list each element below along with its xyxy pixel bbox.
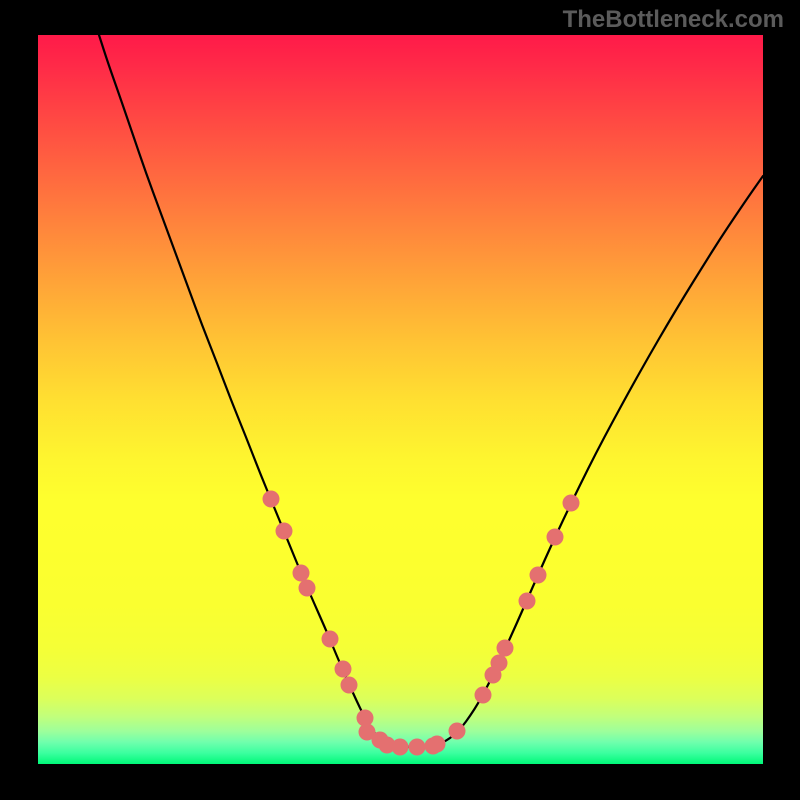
data-marker bbox=[497, 640, 514, 657]
chart-frame: TheBottleneck.com bbox=[0, 0, 800, 800]
watermark-text: TheBottleneck.com bbox=[563, 6, 784, 34]
data-marker bbox=[449, 723, 466, 740]
data-marker bbox=[276, 523, 293, 540]
data-marker bbox=[341, 677, 358, 694]
data-marker bbox=[335, 661, 352, 678]
data-marker bbox=[547, 529, 564, 546]
data-marker bbox=[322, 631, 339, 648]
data-marker bbox=[475, 687, 492, 704]
gradient-background bbox=[38, 35, 763, 764]
plot-svg bbox=[38, 35, 763, 764]
data-marker bbox=[263, 491, 280, 508]
data-marker bbox=[563, 495, 580, 512]
data-marker bbox=[392, 739, 409, 756]
data-marker bbox=[293, 565, 310, 582]
data-marker bbox=[299, 580, 316, 597]
data-marker bbox=[530, 567, 547, 584]
plot-area bbox=[38, 35, 763, 764]
data-marker bbox=[491, 655, 508, 672]
data-marker bbox=[429, 736, 446, 753]
data-marker bbox=[519, 593, 536, 610]
data-marker bbox=[409, 739, 426, 756]
